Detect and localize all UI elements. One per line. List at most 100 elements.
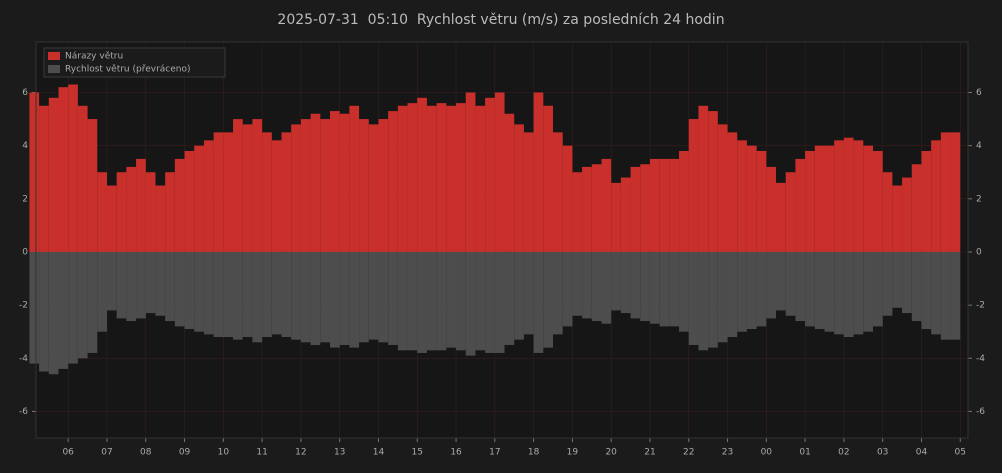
bar bbox=[853, 140, 864, 252]
legend-box bbox=[43, 47, 226, 78]
bar bbox=[601, 158, 612, 252]
bar bbox=[688, 119, 699, 252]
bar bbox=[310, 251, 321, 345]
y-tick-label: 4 bbox=[22, 141, 28, 151]
bar bbox=[223, 251, 234, 338]
bar bbox=[902, 177, 912, 252]
chart-title: 2025-07-31 05:10 Rychlost větru (m/s) za… bbox=[277, 12, 724, 28]
legend-label: Nárazy větru bbox=[65, 52, 123, 62]
bar bbox=[940, 251, 951, 340]
bar bbox=[300, 119, 311, 252]
bar bbox=[911, 251, 922, 322]
bar bbox=[824, 145, 835, 252]
bar bbox=[795, 158, 806, 252]
x-tick-label: 10 bbox=[218, 448, 230, 458]
legend-swatch bbox=[48, 52, 60, 60]
bar bbox=[572, 251, 583, 316]
bar bbox=[630, 251, 641, 319]
bar bbox=[756, 251, 767, 327]
bar bbox=[669, 251, 680, 327]
bar bbox=[68, 84, 78, 252]
bar bbox=[485, 97, 495, 252]
x-tick-label: 12 bbox=[295, 448, 306, 458]
bar bbox=[630, 166, 641, 252]
bar bbox=[320, 119, 330, 252]
bar bbox=[902, 251, 912, 314]
y2-tick-label: -2 bbox=[976, 301, 985, 311]
bar bbox=[504, 113, 515, 252]
bar bbox=[203, 251, 214, 335]
bar bbox=[853, 251, 864, 335]
x-tick-label: 08 bbox=[140, 448, 152, 458]
bar bbox=[174, 251, 185, 327]
bar bbox=[640, 164, 650, 252]
x-tick-label: 13 bbox=[334, 448, 345, 458]
bar bbox=[388, 111, 398, 252]
bar bbox=[116, 251, 127, 319]
bar bbox=[940, 132, 951, 252]
bar bbox=[465, 92, 476, 252]
bar bbox=[814, 145, 825, 252]
bar bbox=[872, 251, 883, 327]
x-tick-label: 02 bbox=[838, 448, 849, 458]
bar bbox=[659, 251, 670, 327]
bar bbox=[174, 158, 185, 252]
bar bbox=[931, 140, 941, 252]
bar bbox=[892, 251, 903, 308]
bar bbox=[329, 251, 340, 348]
bar bbox=[291, 124, 301, 252]
bar bbox=[494, 92, 505, 252]
bar bbox=[300, 251, 311, 343]
bar bbox=[553, 132, 563, 252]
bar bbox=[679, 251, 689, 332]
bar bbox=[320, 251, 330, 343]
bar bbox=[814, 251, 825, 330]
bar bbox=[436, 251, 447, 351]
bar bbox=[97, 251, 107, 332]
bar bbox=[194, 145, 204, 252]
legend-label: Rychlost větru (převráceno) bbox=[65, 65, 191, 75]
bar bbox=[58, 251, 69, 369]
bar bbox=[620, 177, 631, 252]
bar bbox=[708, 111, 718, 252]
bar bbox=[155, 185, 166, 252]
bar bbox=[611, 182, 621, 252]
bar bbox=[417, 97, 427, 252]
bar bbox=[417, 251, 427, 353]
x-tick-label: 14 bbox=[373, 448, 385, 458]
bar bbox=[776, 251, 786, 311]
bar bbox=[281, 132, 292, 252]
bar bbox=[271, 251, 282, 335]
x-tick-label: 11 bbox=[256, 448, 267, 458]
bar bbox=[591, 164, 602, 252]
bar bbox=[426, 105, 437, 252]
x-tick-label: 03 bbox=[877, 448, 888, 458]
bar bbox=[58, 87, 69, 252]
bar bbox=[194, 251, 204, 332]
bar bbox=[698, 251, 709, 351]
bar bbox=[446, 251, 457, 348]
bar bbox=[456, 103, 466, 252]
y2-tick-label: -4 bbox=[976, 354, 985, 364]
bar bbox=[359, 251, 369, 343]
bar bbox=[737, 140, 747, 252]
bar bbox=[388, 251, 398, 345]
bar bbox=[77, 105, 88, 252]
bar bbox=[223, 132, 234, 252]
bar bbox=[950, 132, 961, 252]
bar bbox=[407, 251, 418, 351]
bar bbox=[756, 150, 767, 252]
bar bbox=[795, 251, 806, 322]
bar bbox=[921, 251, 932, 330]
y2-tick-label: -6 bbox=[976, 407, 985, 417]
x-tick-label: 23 bbox=[722, 448, 733, 458]
bar bbox=[436, 103, 447, 252]
bar bbox=[843, 251, 854, 338]
x-tick-label: 09 bbox=[179, 448, 191, 458]
bar bbox=[48, 97, 59, 252]
bar bbox=[378, 251, 389, 343]
bar bbox=[252, 119, 263, 252]
bar bbox=[504, 251, 515, 345]
bar bbox=[426, 251, 437, 351]
y2-tick-label: 0 bbox=[976, 247, 982, 257]
